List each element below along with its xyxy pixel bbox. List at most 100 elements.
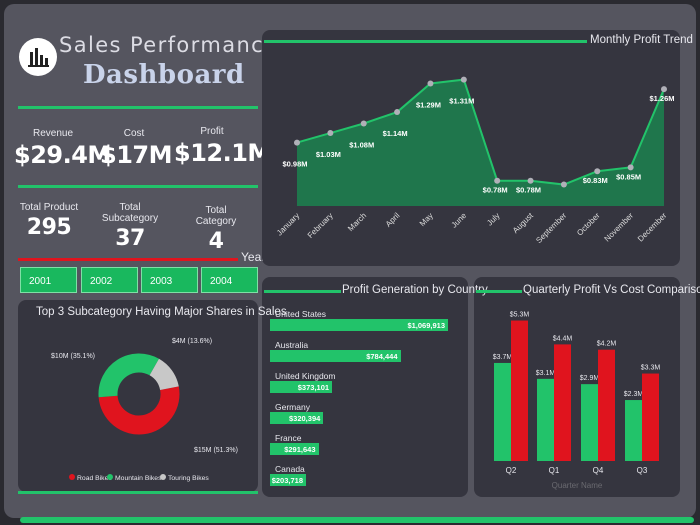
year-button-2003[interactable]: 2003 [141, 267, 198, 293]
monthly-point-march [360, 120, 367, 127]
country-label-united-kingdom: United Kingdom [275, 371, 336, 381]
monthly-data-label: $0.78M [483, 186, 508, 195]
kpi-profit-label: Profit [200, 126, 224, 137]
subcategory-share-panel [18, 300, 258, 492]
kpi-total-category: Total Category 4 [184, 205, 248, 254]
country-label-germany: Germany [275, 402, 310, 412]
monthly-data-label: $0.83M [583, 176, 608, 185]
monthly-point-january [294, 139, 300, 146]
monthly-data-label: $1.26M [649, 94, 674, 103]
monthly-point-may [427, 80, 434, 87]
quarter-bar-q1-s2 [554, 344, 571, 461]
monthly-profit-title: Monthly Profit Trend [590, 34, 693, 46]
country-bar-united-kingdom [270, 381, 333, 393]
country-value-label: $373,101 [297, 383, 330, 392]
country-label-united-states: United States [275, 309, 327, 319]
monthly-point-october [594, 168, 601, 175]
legend-dot-road-bikes [69, 474, 75, 480]
monthly-data-label: $1.03M [316, 150, 341, 159]
country-value-label: $784,444 [366, 352, 398, 361]
year-button-2004[interactable]: 2004 [201, 267, 258, 293]
quarter-data-label: $4.4M [553, 335, 573, 342]
year-filter-label: Year [241, 250, 266, 264]
monthly-area [297, 79, 664, 206]
monthly-point-september [560, 181, 567, 188]
kpi-cost: Cost $17M [100, 128, 172, 169]
legend-label: Road Bikes [77, 475, 112, 482]
monthly-line [296, 78, 665, 186]
kpi-cost-value: $17M [100, 141, 172, 169]
country-bar-germany [270, 412, 324, 424]
country-profit-title: Profit Generation by Country [342, 284, 488, 296]
donut-slice-mountain-bikes [98, 353, 159, 398]
bottom-accent-bar [20, 517, 694, 523]
monthly-data-label: $0.98M [282, 160, 307, 169]
monthly-point-july [494, 177, 501, 184]
donut-slice-touring-bikes [149, 358, 179, 391]
monthly-point-august [527, 177, 534, 184]
kpi-total-subcategory: Total Subcategory 37 [96, 202, 164, 251]
quarter-tick-label: Q1 [549, 466, 560, 475]
quarter-data-label: $2.9M [580, 375, 600, 382]
quarter-tick-label: Q3 [637, 466, 648, 475]
legend-dot-touring-bikes [160, 474, 166, 480]
kpi-total-product: Total Product 295 [18, 202, 80, 240]
donut-data-label: $10M (35.1%) [51, 353, 95, 360]
country-bar-australia [270, 350, 401, 362]
country-bar-united-states [270, 319, 448, 331]
dashboard-title-line2: Dashboard [83, 60, 245, 90]
quarter-bar-q2-s1 [494, 362, 511, 461]
quarter-data-label: $2.3M [624, 391, 644, 398]
quarter-axis-label: Quarter Name [552, 481, 603, 490]
monthly-point-february [327, 130, 334, 137]
legend-label: Mountain Bikes [115, 475, 162, 482]
year-filter-divider [18, 258, 238, 261]
kpi-total-product-label: Total Product [19, 202, 79, 213]
country-value-label: $203,718 [271, 476, 303, 485]
quarter-bar-q1-s1 [537, 378, 554, 461]
monthly-point-april [394, 109, 401, 116]
legend-label: Touring Bikes [168, 475, 209, 482]
country-value-label: $1,069,913 [407, 321, 445, 330]
quarter-data-label: $5.3M [510, 312, 530, 319]
monthly-point-june [460, 76, 467, 83]
country-value-label: $320,394 [289, 414, 321, 423]
bar-chart-icon [19, 38, 57, 76]
quarter-data-label: $3.7M [493, 354, 513, 361]
quarter-bar-q4-s1 [581, 384, 598, 461]
kpi-total-category-value: 4 [208, 229, 224, 254]
quarter-tick-label: Q2 [506, 466, 517, 475]
year-button-2002[interactable]: 2002 [81, 267, 138, 293]
country-title-line [264, 290, 341, 293]
kpi-cost-label: Cost [123, 128, 145, 139]
monthly-data-label: $1.31M [449, 97, 474, 106]
monthly-data-label: $1.14M [383, 129, 408, 138]
quarter-data-label: $4.2M [597, 341, 617, 348]
monthly-title-line [264, 40, 587, 43]
monthly-point-november [627, 164, 634, 171]
quarter-data-label: $3.1M [536, 370, 556, 377]
quarter-bar-q4-s2 [598, 349, 615, 461]
year-button-2001[interactable]: 2001 [20, 267, 77, 293]
subcategory-share-title: Top 3 Subcategory Having Major Shares in… [36, 306, 287, 318]
quarter-bar-q3-s2 [642, 373, 659, 461]
quarterly-title-line [476, 290, 522, 293]
kpi-total-subcategory-label: Total Subcategory [101, 202, 159, 224]
country-bar-canada [270, 474, 306, 486]
kpi-total-subcategory-value: 37 [115, 226, 145, 251]
country-label-australia: Australia [275, 340, 309, 350]
country-label-canada: Canada [275, 464, 305, 474]
monthly-data-label: $1.29M [416, 100, 441, 109]
donut-data-label: $4M (13.6%) [172, 338, 212, 345]
subcategory-bottom-line [18, 491, 258, 494]
monthly-data-label: $0.85M [616, 172, 641, 181]
dashboard-title-line1: Sales Performance [59, 33, 279, 57]
kpi-divider [18, 185, 258, 188]
monthly-data-label: $1.08M [349, 141, 374, 150]
quarter-tick-label: Q4 [593, 466, 604, 475]
quarter-bar-q3-s1 [625, 400, 642, 461]
legend-dot-mountain-bikes [107, 474, 113, 480]
